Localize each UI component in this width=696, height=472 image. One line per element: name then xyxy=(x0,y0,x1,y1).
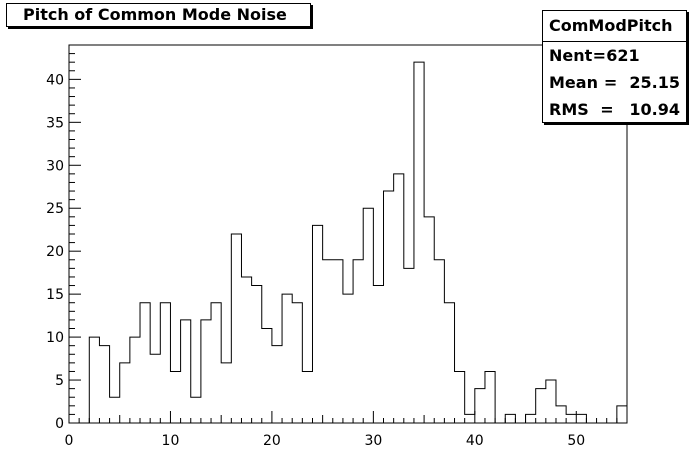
histogram-bin xyxy=(312,225,322,423)
histogram-bin xyxy=(302,371,312,423)
stats-value-mean: 25.15 xyxy=(629,73,680,92)
histogram-bin xyxy=(221,363,231,423)
histogram-outline xyxy=(69,61,628,424)
histogram-bin xyxy=(160,303,170,423)
histogram-bin xyxy=(140,303,150,423)
histogram-bin xyxy=(373,286,383,423)
histogram-bin xyxy=(556,406,566,423)
histogram-bin xyxy=(526,414,536,423)
histogram-bin xyxy=(99,346,109,423)
stats-label-mean: Mean xyxy=(549,73,604,92)
histogram-bin xyxy=(211,303,221,423)
axis-tick-labels: 0 10 20 30 40 50 0 5 10 15 20 25 30 35 40 xyxy=(46,72,585,449)
histogram-bin xyxy=(110,397,120,423)
histogram-bin xyxy=(89,337,99,423)
histogram-bin xyxy=(323,260,333,423)
histogram-bin xyxy=(465,414,475,423)
histogram-bin xyxy=(414,62,424,423)
histogram-bin xyxy=(424,217,434,423)
histogram-bin xyxy=(231,234,241,423)
histogram-bin xyxy=(546,380,556,423)
histogram-bin xyxy=(150,354,160,423)
histogram-bin xyxy=(475,389,485,423)
histogram-bin xyxy=(201,320,211,423)
histogram-bin xyxy=(170,371,180,423)
x-tick-label: 40 xyxy=(466,433,484,449)
stats-label-rms: RMS xyxy=(549,100,600,119)
histogram-bin xyxy=(333,260,343,423)
axis-ticks xyxy=(68,44,628,424)
y-tick-label: 25 xyxy=(46,201,64,217)
histogram-bin xyxy=(120,363,130,423)
y-tick-label: 40 xyxy=(46,72,64,88)
stats-value-rms: 10.94 xyxy=(629,100,680,119)
histogram-bin xyxy=(485,371,495,423)
y-tick-label: 35 xyxy=(46,115,64,131)
histogram-bin xyxy=(566,414,576,423)
histogram-bin xyxy=(343,294,353,423)
histogram-bin xyxy=(536,389,546,423)
x-tick-label: 20 xyxy=(263,433,281,449)
chart-title: Pitch of Common Mode Noise xyxy=(6,3,311,27)
histogram-bin xyxy=(272,346,282,423)
histogram-bin xyxy=(455,371,465,423)
y-tick-label: 30 xyxy=(46,158,64,174)
x-tick-label: 10 xyxy=(162,433,180,449)
y-tick-label: 0 xyxy=(55,416,64,432)
histogram-bin xyxy=(576,414,586,423)
chart-title-text: Pitch of Common Mode Noise xyxy=(23,5,287,24)
histogram-bin xyxy=(130,337,140,423)
stats-row-mean: Mean = 25.15 xyxy=(543,69,686,96)
histogram-bin xyxy=(444,303,454,423)
histogram-bin xyxy=(384,191,394,423)
stats-label-entries: Nent xyxy=(549,46,593,65)
y-tick-label: 5 xyxy=(55,373,64,389)
histogram-bin xyxy=(262,329,272,424)
histogram-bin xyxy=(191,397,201,423)
x-tick-label: 0 xyxy=(65,433,74,449)
histogram-bin xyxy=(434,260,444,423)
histogram-bin xyxy=(363,208,373,423)
y-tick-label: 15 xyxy=(46,287,64,303)
histogram-bin xyxy=(241,277,251,423)
histogram-bin xyxy=(282,294,292,423)
x-tick-label: 50 xyxy=(567,433,585,449)
histogram-bin xyxy=(292,303,302,423)
stats-row-entries: Nent=621 xyxy=(549,46,640,65)
histogram-bin xyxy=(617,406,627,423)
histogram-bin xyxy=(252,286,262,423)
y-tick-label: 20 xyxy=(46,244,64,260)
x-tick-label: 30 xyxy=(364,433,382,449)
y-tick-label: 10 xyxy=(46,330,64,346)
stats-histogram-name: ComModPitch xyxy=(543,11,686,42)
stats-row-rms: RMS = 10.94 xyxy=(543,96,686,123)
stats-box: ComModPitch Nent=621 Mean = 25.15 RMS = 10… xyxy=(542,10,687,123)
histogram-bin xyxy=(353,260,363,423)
histogram-bin xyxy=(181,320,191,423)
histogram-bin xyxy=(394,174,404,423)
stats-value-entries: 621 xyxy=(606,46,640,65)
histogram-bin xyxy=(404,268,414,423)
histogram-bin xyxy=(505,414,515,423)
